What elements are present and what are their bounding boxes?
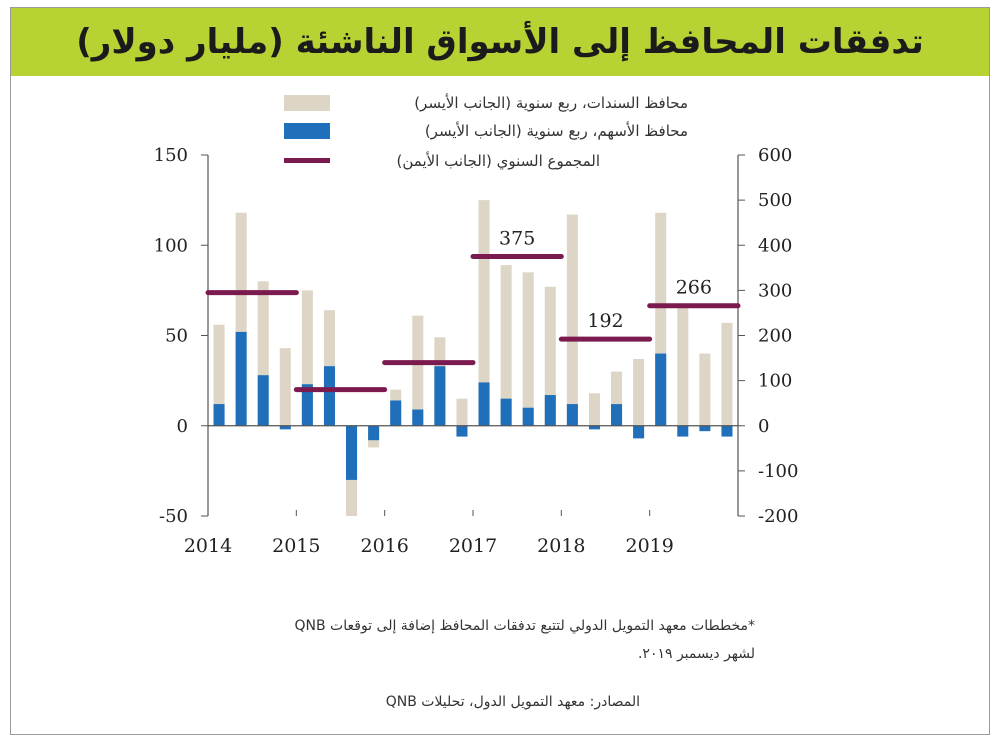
bond-bar [544, 286, 556, 426]
x-year-label: 2016 [360, 535, 408, 557]
equity-bar [677, 425, 689, 437]
annual-total-label: 192 [587, 310, 623, 332]
y-right-tick-label: 600 [758, 145, 792, 166]
x-year-label: 2019 [625, 535, 673, 557]
equity-bar [279, 425, 291, 430]
equity-bar [721, 425, 733, 437]
equity-bar [456, 425, 468, 437]
plot-area: 150100500-506005004003002001000-100-2002… [154, 145, 799, 557]
equity-bar [633, 425, 645, 439]
bond-bar [412, 315, 424, 426]
equity-bar [655, 353, 667, 426]
legend-swatch-annual [284, 158, 330, 163]
legend: محافظ السندات، ربع سنوية (الجانب الأيسر)… [284, 93, 688, 171]
legend-label-equities: محافظ الأسهم، ربع سنوية (الجانب الأيسر) [425, 121, 688, 140]
equity-bar [588, 425, 600, 430]
chart-svg: محافظ السندات، ربع سنوية (الجانب الأيسر)… [154, 93, 799, 557]
chart-title: تدفقات المحافظ إلى الأسواق الناشئة (مليا… [76, 22, 924, 62]
legend-label-annual: المجموع السنوي (الجانب الأيمن) [397, 151, 601, 171]
y-right-tick-label: 100 [758, 371, 792, 392]
annual-total-label: 266 [676, 277, 712, 299]
chart-frame: تدفقات المحافظ إلى الأسواق الناشئة (مليا… [10, 7, 990, 735]
x-year-label: 2014 [184, 535, 232, 557]
legend-label-bonds: محافظ السندات، ربع سنوية (الجانب الأيسر) [414, 93, 688, 112]
y-right-tick-label: 500 [758, 190, 792, 211]
equity-bar [235, 331, 247, 426]
bond-bar [257, 281, 269, 426]
legend-swatch-bonds [284, 95, 330, 111]
y-left-tick-label: 0 [177, 416, 188, 437]
bond-bar [456, 398, 468, 426]
equity-bar [412, 409, 424, 426]
bond-bar [478, 200, 490, 426]
y-right-tick-label: -200 [758, 506, 798, 527]
bond-bar [566, 214, 578, 426]
equity-bar [544, 395, 556, 426]
footnote-line-1: *مخططات معهد التمويل الدولي لتتبع تدفقات… [294, 618, 756, 634]
bond-bar [301, 290, 313, 426]
y-right-tick-label: -100 [758, 461, 798, 482]
equity-bar [699, 425, 711, 432]
equity-bar [390, 400, 402, 426]
legend-swatch-equities [284, 123, 330, 139]
y-right-tick-label: 200 [758, 326, 792, 347]
equity-bar [434, 366, 446, 426]
y-right-tick-label: 0 [758, 416, 769, 437]
x-year-label: 2015 [272, 535, 320, 557]
title-bar: تدفقات المحافظ إلى الأسواق الناشئة (مليا… [11, 8, 989, 76]
equity-bar [478, 382, 490, 426]
bond-bar [677, 306, 689, 426]
bond-bar [235, 212, 247, 426]
equity-bar [522, 407, 534, 426]
bond-bar [655, 212, 667, 426]
equity-bar [566, 404, 578, 426]
equity-bar [346, 425, 358, 480]
bond-bar [522, 272, 534, 426]
equity-bar [213, 404, 225, 426]
bond-bar [721, 322, 733, 426]
equity-bar [323, 366, 335, 426]
y-left-tick-label: 100 [154, 235, 188, 256]
bond-bar [500, 265, 512, 426]
source-line: المصادر: معهد التمويل الدول، تحليلات QNB [385, 694, 640, 710]
equity-bar [611, 404, 623, 426]
y-left-tick-label: 150 [154, 145, 188, 166]
bond-bar [588, 393, 600, 426]
y-left-tick-label: -50 [159, 506, 188, 527]
bond-bar [633, 358, 645, 426]
equity-bar [301, 384, 313, 426]
footnote-line-2: لشهر ديسمبر ٢٠١٩. [637, 646, 755, 662]
y-right-tick-label: 300 [758, 280, 792, 301]
y-right-tick-label: 400 [758, 235, 792, 256]
bond-bar [213, 324, 225, 426]
bond-bar [611, 371, 623, 426]
bond-bar [279, 348, 291, 426]
x-year-label: 2017 [449, 535, 497, 557]
y-left-tick-label: 50 [165, 326, 188, 347]
annual-total-label: 375 [499, 228, 535, 250]
equity-bar [368, 425, 380, 441]
bond-bar [699, 353, 711, 426]
x-year-label: 2018 [537, 535, 585, 557]
equity-bar [257, 375, 269, 426]
equity-bar [500, 398, 512, 426]
